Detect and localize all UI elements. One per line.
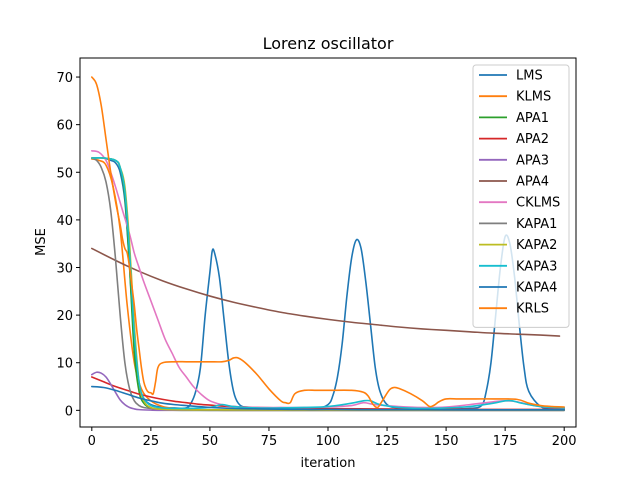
series-line-krls bbox=[91, 76, 565, 409]
legend-label-apa4: APA4 bbox=[516, 175, 549, 190]
legend-label-apa1: APA1 bbox=[516, 111, 549, 126]
y-tick-label: 50 bbox=[56, 166, 73, 181]
series-layer bbox=[91, 76, 565, 412]
y-tick-label: 40 bbox=[56, 214, 73, 229]
legend: LMS KLMS APA1 APA2 APA3 APA4 CKLMS KAPA1 KAPA2 KA… bbox=[472, 64, 570, 328]
legend-label-kapa2: KAPA2 bbox=[516, 238, 557, 253]
legend-label-cklms: CKLMS bbox=[516, 196, 560, 211]
legend-label-kapa1: KAPA1 bbox=[516, 217, 557, 232]
x-axis-label: iteration bbox=[301, 456, 356, 471]
y-tick-label: 30 bbox=[56, 261, 73, 276]
series-line-apa4 bbox=[91, 247, 561, 337]
x-tick-label: 125 bbox=[375, 434, 400, 449]
y-axis-label: MSE bbox=[34, 228, 49, 256]
x-tick-label: 200 bbox=[552, 434, 577, 449]
legend-label-kapa4: KAPA4 bbox=[516, 281, 557, 296]
x-tick-label: 175 bbox=[493, 434, 518, 449]
axes-layer: 0 25 50 75 100 125 150 175 200 0 10 20 30 40 50 60 70 bbox=[56, 71, 576, 449]
x-tick-label: 150 bbox=[434, 434, 459, 449]
x-tick-label: 75 bbox=[261, 434, 278, 449]
legend-box bbox=[472, 64, 570, 328]
chart-title: Lorenz oscillator bbox=[263, 34, 394, 53]
y-tick-label: 60 bbox=[56, 119, 73, 134]
legend-label-kapa3: KAPA3 bbox=[516, 259, 557, 274]
plot-frame bbox=[79, 57, 577, 428]
series-line-kapa4 bbox=[91, 385, 565, 411]
y-tick-label: 0 bbox=[65, 404, 73, 419]
x-tick-label: 50 bbox=[202, 434, 219, 449]
x-tick-label: 25 bbox=[143, 434, 160, 449]
legend-label-apa3: APA3 bbox=[516, 153, 549, 168]
y-tick-label: 10 bbox=[56, 357, 73, 372]
legend-label-klms: KLMS bbox=[516, 90, 551, 105]
legend-label-apa2: APA2 bbox=[516, 132, 549, 147]
legend-label-lms: LMS bbox=[516, 69, 543, 84]
legend-label-krls: KRLS bbox=[516, 302, 549, 317]
x-tick-label: 100 bbox=[316, 434, 341, 449]
x-tick-label: 0 bbox=[88, 434, 96, 449]
y-tick-label: 70 bbox=[56, 71, 73, 86]
y-tick-label: 20 bbox=[56, 309, 73, 324]
